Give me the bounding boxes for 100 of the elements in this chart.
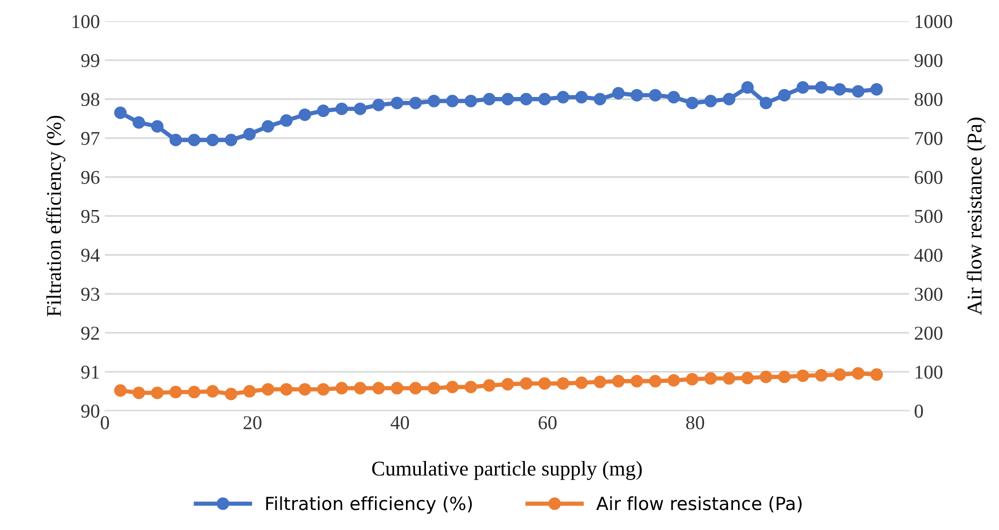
point (390, 96, 404, 110)
point (188, 134, 200, 146)
point (298, 383, 312, 396)
point (594, 92, 606, 106)
point (262, 120, 274, 133)
point (280, 383, 293, 396)
point (317, 104, 330, 118)
point (428, 94, 440, 108)
point (575, 376, 588, 389)
point (169, 386, 182, 398)
point (704, 94, 717, 108)
point (372, 98, 385, 112)
point (741, 81, 754, 94)
point (446, 94, 459, 108)
point (741, 372, 754, 384)
point (224, 388, 238, 400)
point (667, 374, 680, 387)
y-tick-label: 93 (81, 288, 100, 301)
y-tick-label: 96 (81, 170, 100, 184)
point (206, 385, 219, 398)
y-tick-label: 98 (81, 92, 100, 106)
x-tick-label: 20 (244, 416, 262, 430)
point (815, 369, 828, 382)
legend-label: Air flow resistance (Pa) (596, 496, 802, 512)
point (649, 88, 662, 102)
point (335, 382, 348, 394)
point (114, 384, 127, 397)
y-axis-title: Filtration efficiency (%) (46, 116, 66, 316)
point (704, 372, 717, 385)
point (870, 368, 883, 381)
x-tick-label: 60 (538, 416, 557, 430)
point (852, 85, 864, 98)
point (132, 386, 146, 400)
y2-tick-label: 300 (914, 288, 942, 301)
point (262, 383, 274, 396)
point (612, 374, 625, 388)
point (317, 383, 330, 396)
point (556, 90, 570, 104)
point (520, 377, 532, 390)
point (298, 108, 312, 121)
y-tick-label: 97 (81, 132, 100, 146)
point (206, 134, 219, 146)
point (372, 382, 385, 394)
point (538, 92, 551, 106)
point (796, 81, 810, 94)
y2-tick-label: 700 (915, 132, 942, 146)
y2-tick-label: 500 (915, 210, 942, 223)
point (815, 81, 828, 94)
y-tick-label: 94 (81, 248, 100, 262)
y2-tick-label: 0 (914, 404, 923, 418)
point (428, 382, 440, 394)
y-tick-label: 90 (81, 404, 100, 418)
point (409, 96, 422, 110)
y2-tick-label: 800 (914, 92, 942, 106)
point (483, 92, 496, 106)
point (151, 386, 164, 400)
y-tick-label: 92 (81, 326, 99, 340)
point (243, 385, 256, 398)
y2-tick-label: 400 (914, 248, 942, 262)
point (760, 370, 772, 384)
y2-tick-label: 900 (914, 54, 942, 68)
y-tick-label: 95 (81, 210, 100, 223)
point (630, 374, 644, 388)
x-axis-title: Cumulative particle supply (mg) (372, 461, 642, 480)
point (520, 92, 532, 106)
point (538, 377, 551, 390)
y-tick-label: 99 (81, 54, 100, 68)
point (612, 87, 625, 100)
point (483, 379, 496, 392)
point (833, 83, 846, 96)
point (335, 102, 348, 116)
point (280, 114, 293, 127)
y2-tick-label: 1000 (916, 15, 952, 28)
x-tick-label: 80 (686, 416, 704, 430)
point (686, 372, 698, 386)
point (464, 380, 478, 394)
point (390, 382, 404, 394)
point (722, 372, 736, 385)
point (409, 382, 422, 394)
point (630, 88, 644, 102)
point (778, 88, 791, 102)
y2-tick-label: 200 (914, 326, 942, 340)
point (796, 369, 810, 382)
point (649, 374, 662, 388)
y-tick-label: 100 (72, 15, 100, 28)
point (224, 134, 238, 146)
point (354, 102, 366, 116)
point (667, 90, 680, 104)
point (594, 376, 606, 388)
point (501, 92, 514, 106)
point (833, 368, 846, 381)
point (852, 367, 864, 380)
point (722, 92, 736, 106)
point (446, 380, 459, 394)
y2-axis-title: Air flow resistance (Pa) (966, 118, 986, 315)
legend-label: Filtration efficiency (%) (266, 496, 472, 514)
y2-tick-label: 100 (916, 366, 942, 379)
point (114, 106, 127, 119)
point (354, 382, 366, 394)
point (151, 120, 164, 133)
